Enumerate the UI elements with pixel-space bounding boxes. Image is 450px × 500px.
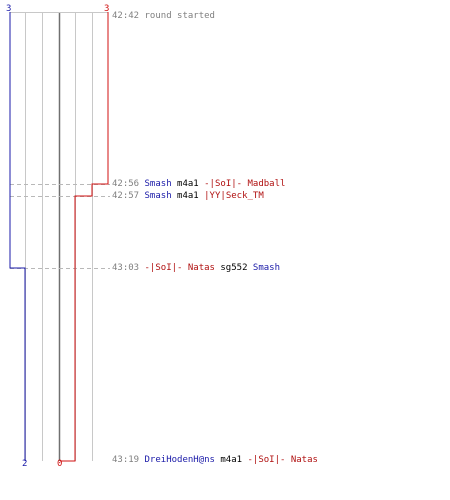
red-team-alive-line bbox=[60, 12, 109, 462]
event-time: 43:03 bbox=[112, 263, 140, 273]
event-kill: 43:19 DreiHodenH@ns m4a1 -|SoI|- Natas bbox=[112, 455, 318, 465]
event-victim: -|SoI|- Madball bbox=[204, 179, 286, 189]
event-weapon: m4a1 bbox=[177, 179, 199, 189]
event-message: round started bbox=[144, 11, 215, 21]
red-end-count: 0 bbox=[57, 459, 63, 469]
event-victim: |YY|Seck_TM bbox=[204, 191, 264, 201]
event-weapon: sg552 bbox=[220, 263, 248, 273]
blue-team-alive-line bbox=[9, 12, 26, 461]
event-killer: Smash bbox=[144, 179, 172, 189]
event-time: 42:57 bbox=[112, 191, 140, 201]
event-time: 42:42 bbox=[112, 11, 140, 21]
event-guides bbox=[10, 184, 110, 269]
event-weapon: m4a1 bbox=[220, 455, 243, 465]
event-time: 42:56 bbox=[112, 179, 140, 189]
event-killer: -|SoI|- Natas bbox=[144, 263, 215, 273]
event-victim: Smash bbox=[252, 263, 280, 273]
event-kill: 42:56 Smash m4a1 -|SoI|- Madball bbox=[112, 179, 285, 189]
blue-end-count: 2 bbox=[22, 459, 28, 469]
blue-start-count: 3 bbox=[6, 4, 12, 14]
event-kill: 42:57 Smash m4a1 |YY|Seck_TM bbox=[112, 191, 264, 201]
event-killer: DreiHodenH@ns bbox=[144, 455, 215, 465]
event-killer: Smash bbox=[144, 191, 172, 201]
event-kill: 43:03 -|SoI|- Natas sg552 Smash bbox=[112, 263, 280, 273]
event-round-start: 42:42 round started bbox=[112, 11, 215, 21]
event-weapon: m4a1 bbox=[177, 191, 199, 201]
event-time: 43:19 bbox=[112, 455, 140, 465]
event-victim: -|SoI|- Natas bbox=[247, 455, 318, 465]
red-start-count: 3 bbox=[104, 4, 110, 14]
